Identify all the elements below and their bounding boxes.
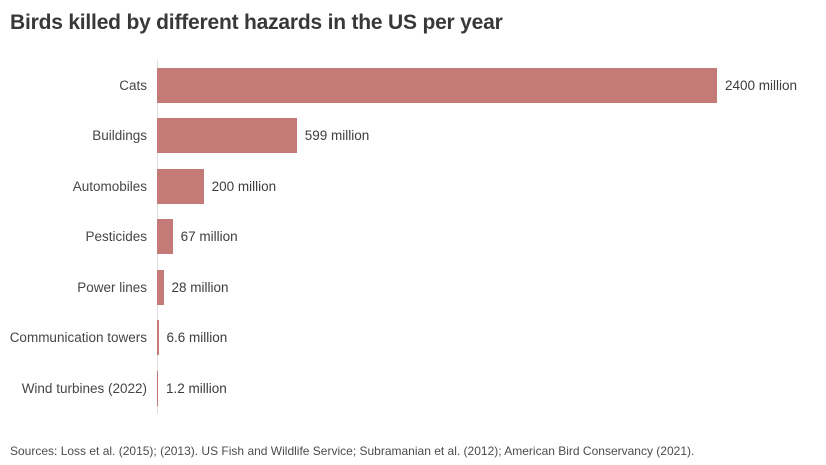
category-label-cats: Cats [119,77,147,93]
bar-track: 67 million [157,219,717,255]
bar-track: 2400 million [157,67,797,103]
value-label-wind-turbines: 1.2 million [166,380,227,396]
bar-row-cats: Cats 2400 million [0,60,826,111]
category-label-buildings: Buildings [92,128,147,144]
chart-title: Birds killed by different hazards in the… [10,11,503,34]
bar-communication-towers[interactable] [157,320,159,356]
bar-track: 200 million [157,168,717,204]
category-label-power-lines: Power lines [77,279,147,295]
value-label-buildings: 599 million [304,128,370,144]
bar-buildings[interactable] [157,118,297,154]
bar-track: 599 million [157,118,717,154]
bar-row-buildings: Buildings 599 million [0,111,826,162]
bar-row-automobiles: Automobiles 200 million [0,161,826,212]
category-label-automobiles: Automobiles [72,178,147,194]
bar-track: 28 million [157,269,717,305]
category-label-pesticides: Pesticides [85,229,147,245]
bar-row-pesticides: Pesticides 67 million [0,212,826,263]
bar-pesticides[interactable] [157,219,173,255]
bar-row-power-lines: Power lines 28 million [0,262,826,313]
category-label-wind-turbines: Wind turbines (2022) [21,380,147,396]
bar-row-wind-turbines: Wind turbines (2022) 1.2 million [0,363,826,414]
bar-cats[interactable] [157,67,717,103]
sources-note: Sources: Loss et al. (2015); (2013). US … [10,444,695,458]
value-label-pesticides: 67 million [180,229,238,245]
bar-wind-turbines[interactable] [157,370,158,406]
category-label-communication-towers: Communication towers [9,330,147,346]
bar-track: 6.6 million [157,320,717,356]
bar-chart: Cats 2400 million Buildings 599 million … [0,60,826,414]
value-label-automobiles: 200 million [211,178,277,194]
value-label-power-lines: 28 million [171,279,229,295]
bar-track: 1.2 million [157,370,717,406]
value-label-communication-towers: 6.6 million [166,330,228,346]
bar-row-communication-towers: Communication towers 6.6 million [0,313,826,364]
value-label-cats: 2400 million [725,77,798,93]
bar-automobiles[interactable] [157,168,204,204]
bar-power-lines[interactable] [157,269,164,305]
